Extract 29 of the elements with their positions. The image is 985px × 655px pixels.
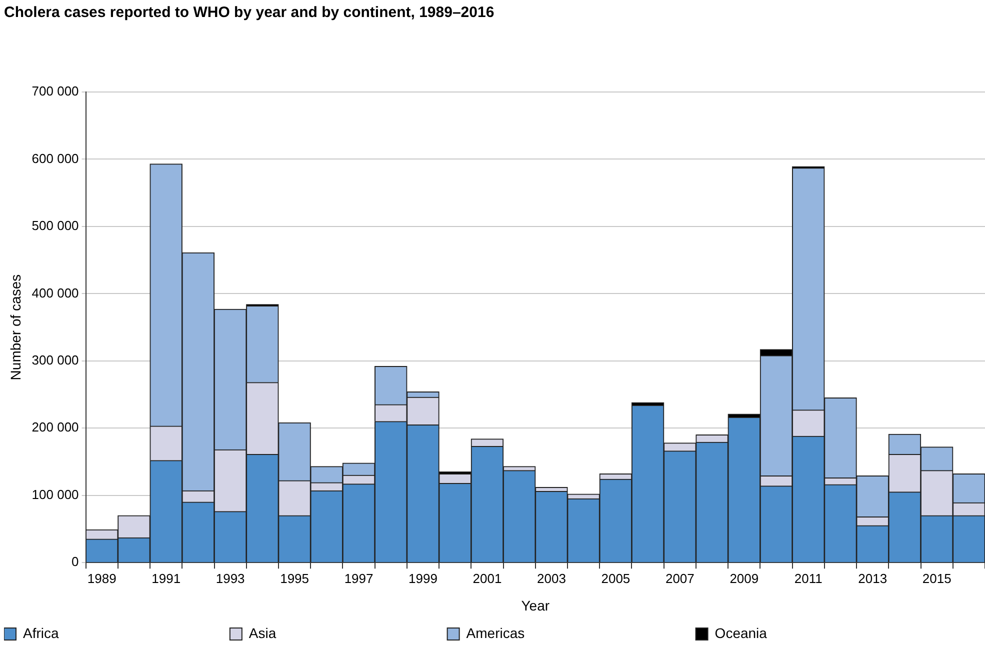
- x-tick-label: 1991: [152, 570, 181, 586]
- x-tick-label: 2011: [794, 570, 822, 586]
- x-tick-label: 2009: [730, 570, 759, 586]
- chart-title: Cholera cases reported to WHO by year and by continent, 1989–2016: [4, 4, 494, 22]
- y-tick-label: 100 000: [32, 486, 79, 502]
- y-tick-label: 400 000: [32, 285, 79, 300]
- x-tick-label: 1989: [87, 570, 116, 586]
- x-axis-title: Year: [521, 597, 550, 614]
- x-tick-label: 2013: [858, 570, 888, 586]
- x-tick-label: 1993: [216, 570, 245, 586]
- y-axis-title: Number of cases: [7, 274, 24, 380]
- y-tick-label: 500 000: [32, 218, 79, 234]
- legend-label: Africa: [23, 624, 230, 641]
- x-tick-label: 1995: [280, 570, 309, 586]
- legend-label: Asia: [248, 624, 448, 641]
- legend-label: Oceania: [714, 624, 938, 641]
- x-tick-label: 2015: [922, 570, 952, 586]
- y-tick-label: 300 000: [32, 352, 79, 368]
- x-tick-label: 2005: [601, 570, 630, 586]
- legend-label: Americas: [466, 624, 696, 641]
- y-tick-label: 200 000: [32, 420, 79, 435]
- x-tick-label: 2007: [665, 570, 694, 586]
- x-tick-label: 1999: [408, 570, 438, 586]
- x-tick-label: 1997: [344, 570, 374, 586]
- x-tick-label: 2001: [472, 570, 502, 586]
- y-tick-label: 0: [72, 554, 79, 570]
- y-tick-label: 700 000: [32, 84, 79, 99]
- y-tick-label: 600 000: [32, 150, 79, 166]
- x-tick-label: 2003: [536, 570, 566, 586]
